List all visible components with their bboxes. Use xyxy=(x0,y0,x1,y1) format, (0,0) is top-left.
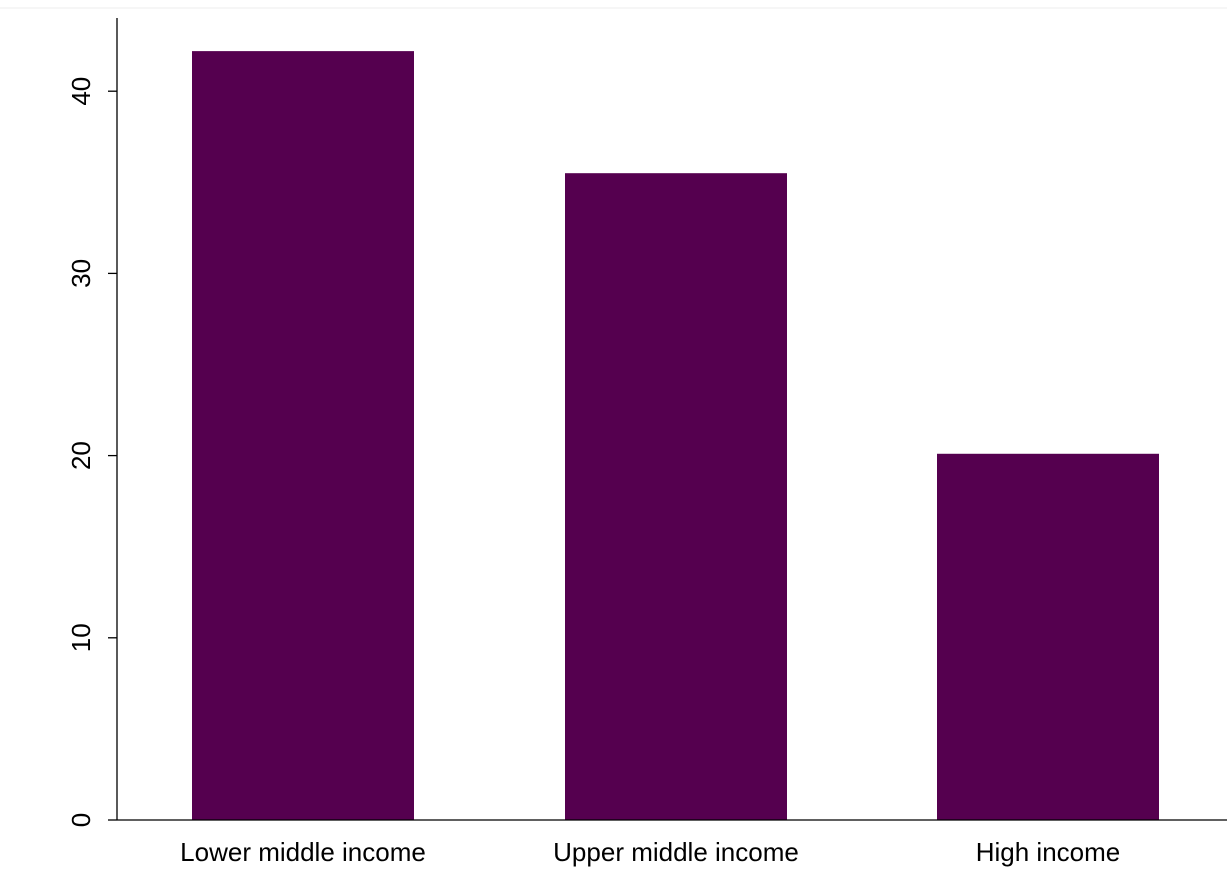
x-category-label: High income xyxy=(976,837,1121,867)
x-axis-labels: Lower middle income Upper middle income Hi… xyxy=(180,837,1120,867)
y-tick-label: 0 xyxy=(66,813,96,827)
y-axis-ticks: 0 10 20 30 40 xyxy=(66,77,117,827)
bar-3 xyxy=(937,453,1159,820)
y-tick-label: 20 xyxy=(66,441,96,470)
y-tick-label: 40 xyxy=(66,77,96,106)
bar-1 xyxy=(192,51,414,820)
x-category-label: Upper middle income xyxy=(553,837,799,867)
y-tick-label: 10 xyxy=(66,623,96,652)
x-category-label: Lower middle income xyxy=(180,837,426,867)
y-tick-label: 30 xyxy=(66,259,96,288)
bars-group xyxy=(192,51,1159,820)
bar-2 xyxy=(565,173,787,820)
